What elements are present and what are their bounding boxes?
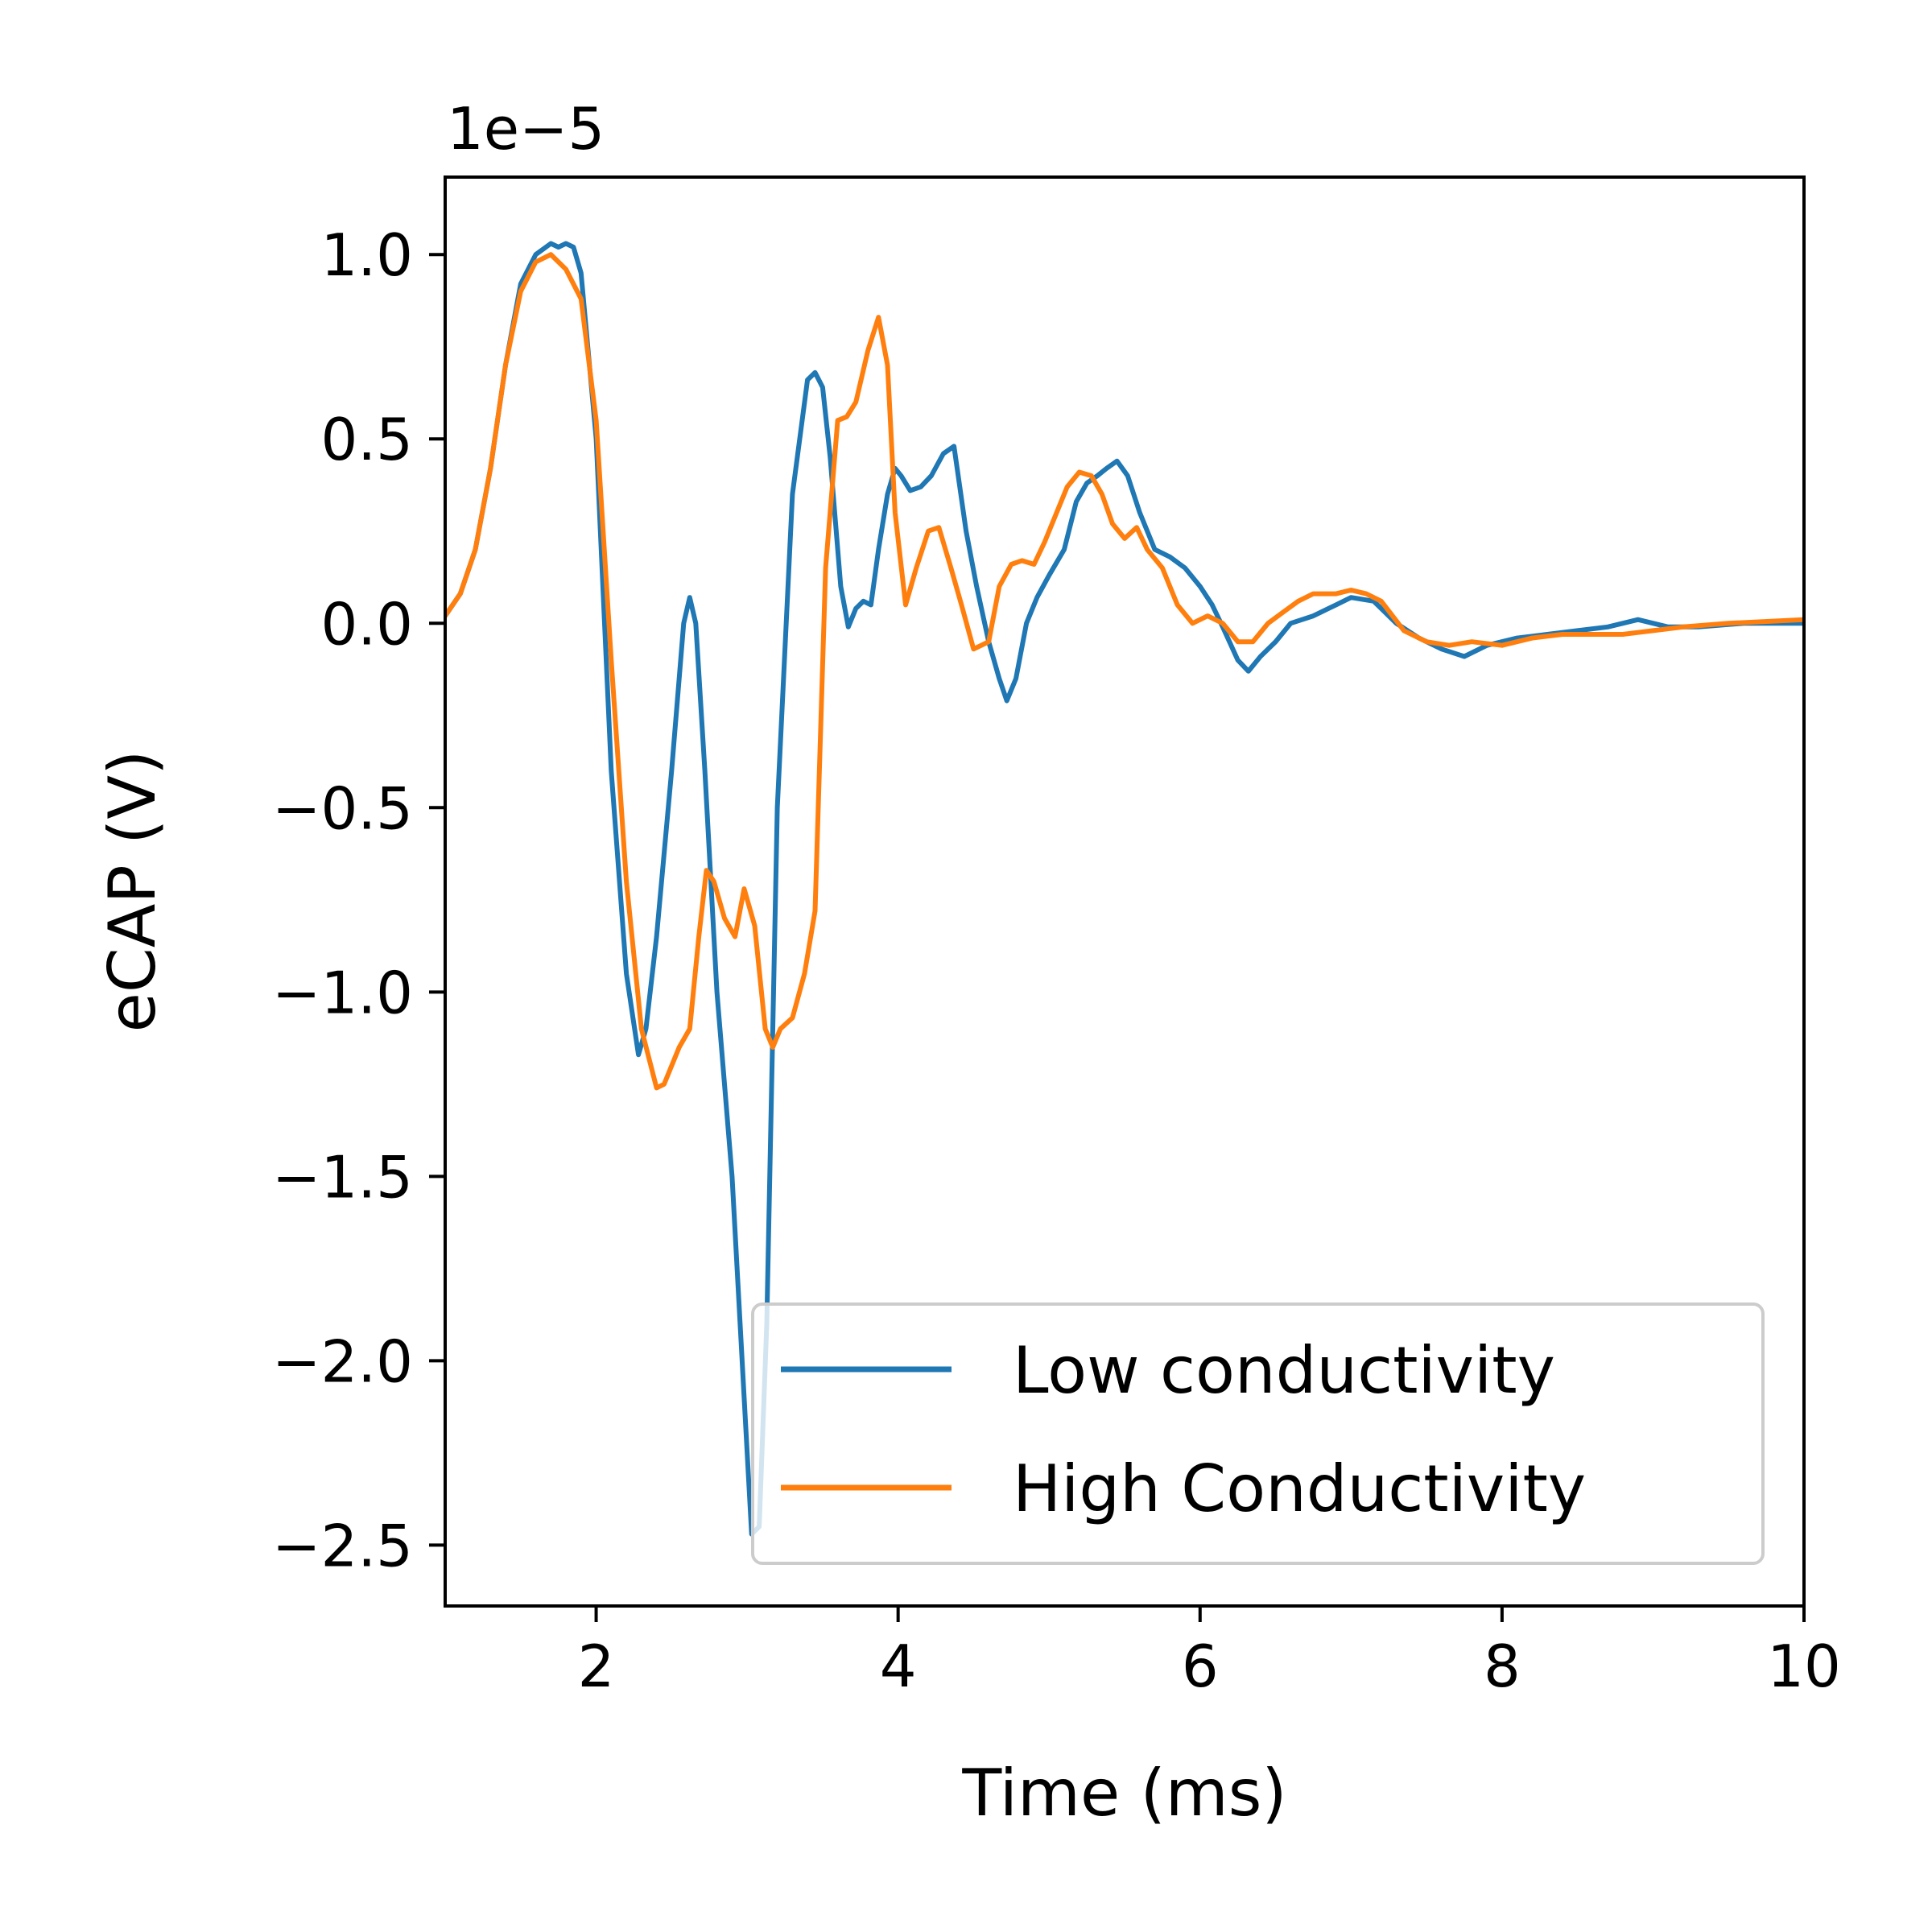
y-tick-label: −2.5 (272, 1512, 413, 1579)
series-line-high-conductivity (445, 252, 1804, 1091)
legend-label-low-conductivity: Low conductivity (1013, 1333, 1555, 1408)
y-tick-label: −1.0 (272, 959, 413, 1026)
y-tick-label: −0.5 (272, 774, 413, 842)
y-tick-label: 0.0 (320, 590, 413, 658)
plot-frame (444, 175, 1806, 1608)
y-tick-label: −1.5 (272, 1143, 413, 1211)
legend: Low conductivity High Conductivity (751, 1302, 1765, 1565)
y-tick-label: 1.0 (320, 221, 413, 289)
series-layer (445, 241, 1804, 1537)
x-tick-label: 2 (578, 1633, 615, 1700)
y-offset-label: 1e−5 (447, 95, 605, 163)
x-tick-label: 4 (880, 1633, 917, 1700)
x-tick-label: 6 (1182, 1633, 1219, 1700)
y-tick-label: 0.5 (320, 406, 413, 473)
legend-box (751, 1302, 1765, 1565)
x-tick-label: 8 (1484, 1633, 1521, 1700)
x-axis-label: Time (ms) (961, 1756, 1286, 1831)
x-axis: 2 4 6 8 10 (578, 1606, 1841, 1700)
legend-label-high-conductivity: High Conductivity (1013, 1451, 1586, 1526)
x-tick-label: 10 (1767, 1633, 1841, 1700)
y-axis: 1.0 0.5 0.0 −0.5 −1.0 −1.5 −2.0 −2.5 (272, 221, 445, 1579)
y-axis-label: eCAP (V) (95, 750, 170, 1033)
y-tick-label: −2.0 (272, 1327, 413, 1395)
